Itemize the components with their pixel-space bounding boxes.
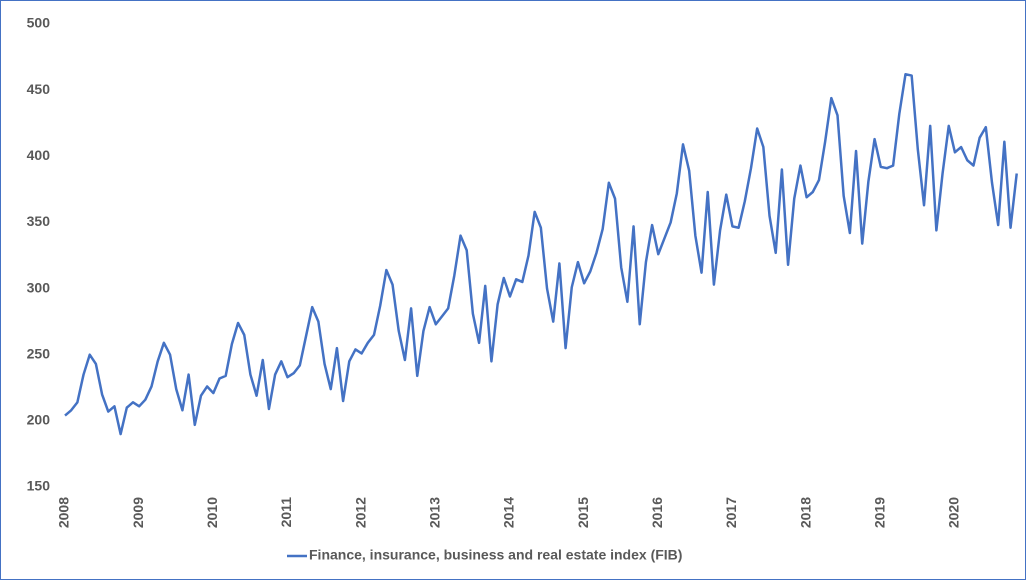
- y-tick-label: 450: [27, 81, 51, 97]
- x-tick-label: 2018: [797, 497, 813, 528]
- y-tick-label: 500: [27, 15, 51, 31]
- x-tick-label: 2009: [130, 497, 146, 528]
- x-tick-label: 2020: [946, 497, 962, 528]
- x-tick-label: 2014: [501, 497, 517, 528]
- y-tick-label: 350: [27, 213, 51, 229]
- y-tick-label: 150: [27, 478, 51, 494]
- x-tick-label: 2010: [204, 497, 220, 528]
- series-line: [64, 73, 1018, 436]
- x-tick-label: 2019: [871, 497, 887, 528]
- x-tick-label: 2016: [649, 497, 665, 528]
- x-tick-label: 2008: [56, 497, 72, 528]
- x-tick-label: 2011: [278, 497, 294, 528]
- y-tick-label: 300: [27, 279, 51, 295]
- x-tick-label: 2013: [427, 497, 443, 528]
- x-tick-label: 2017: [723, 497, 739, 528]
- y-tick-label: 250: [27, 345, 51, 361]
- y-tick-label: 200: [27, 412, 51, 428]
- y-tick-label: 400: [27, 147, 51, 163]
- x-tick-label: 2012: [352, 497, 368, 528]
- legend-label: Finance, insurance, business and real es…: [309, 547, 682, 563]
- x-tick-label: 2015: [575, 497, 591, 528]
